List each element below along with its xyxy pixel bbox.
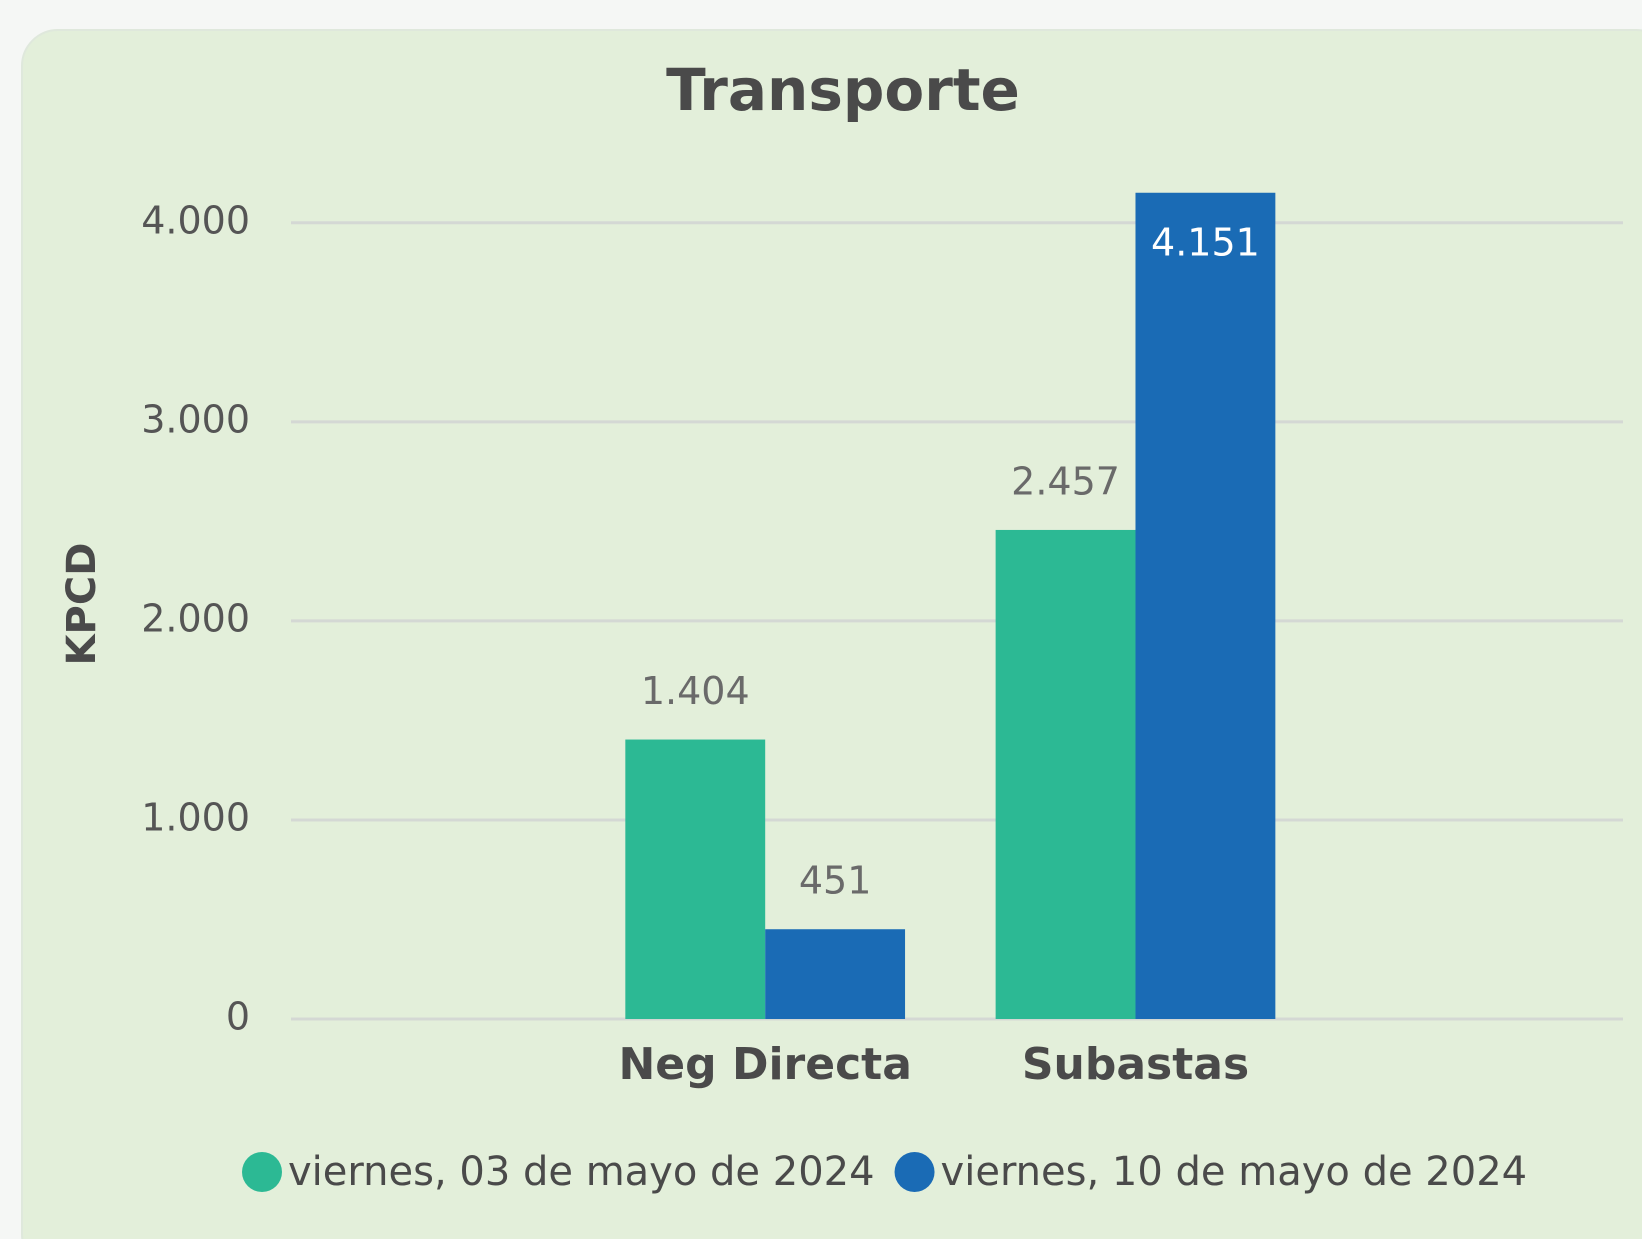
y-tick-label: 1.000 bbox=[141, 795, 250, 839]
legend-label: viernes, 03 de mayo de 2024 bbox=[288, 1149, 875, 1195]
bar bbox=[1135, 192, 1276, 1020]
value-label: 451 bbox=[799, 859, 872, 903]
value-label: 1.404 bbox=[641, 669, 750, 713]
y-tick-label: 2.000 bbox=[141, 596, 250, 640]
legend-label: viernes, 10 de mayo de 2024 bbox=[941, 1149, 1528, 1195]
y-tick-label: 0 bbox=[226, 995, 250, 1039]
chart-title: Transporte bbox=[666, 56, 1020, 124]
legend-marker bbox=[894, 1152, 935, 1192]
y-tick-label: 3.000 bbox=[141, 397, 250, 441]
y-tick-label: 4.000 bbox=[141, 198, 250, 242]
value-label: 4.151 bbox=[1151, 220, 1260, 264]
legend-marker bbox=[242, 1152, 282, 1192]
x-tick-label: Neg Directa bbox=[618, 1039, 911, 1090]
x-tick-label: Subastas bbox=[1022, 1039, 1249, 1090]
y-axis-title: KPCD bbox=[59, 543, 105, 666]
value-label: 2.457 bbox=[1011, 459, 1120, 503]
bar bbox=[765, 929, 906, 1019]
bar bbox=[625, 739, 766, 1019]
bar bbox=[995, 529, 1136, 1019]
